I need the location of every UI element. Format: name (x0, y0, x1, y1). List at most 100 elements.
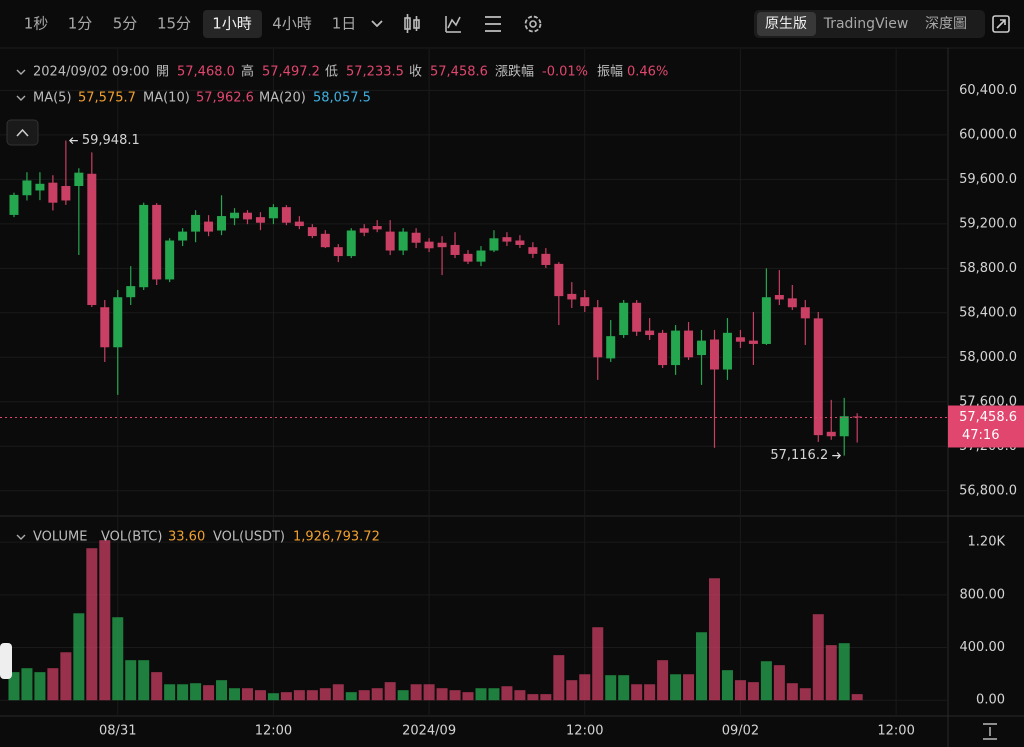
candle-body (774, 295, 784, 300)
axis-reset-icon[interactable] (983, 723, 997, 740)
volume-bar (449, 690, 461, 701)
ohlc-value: 57,468.0 (177, 65, 235, 80)
toolbar: 1秒 1分 5分 15分 1小時 4小時 1日 原生版 TradingView … (24, 10, 1010, 38)
candle-body (191, 214, 201, 232)
candle-body (281, 207, 291, 223)
candle-body (554, 263, 564, 297)
view-tab[interactable]: 深度圖 (925, 16, 967, 32)
ohlc-label: 開 (156, 65, 169, 80)
volume-label: VOL(BTC) (101, 530, 162, 545)
candle-body (463, 253, 473, 262)
volume-bar (125, 660, 137, 701)
volume-tick-label: 400.00 (960, 640, 1006, 655)
candle-body (632, 302, 642, 332)
volume-bar (579, 674, 591, 701)
candle-body (152, 204, 162, 280)
volume-tick-label: 1.20K (968, 535, 1006, 550)
y-tick-label: 56,800.0 (959, 483, 1017, 498)
collapse-icon[interactable] (16, 69, 26, 75)
interval[interactable]: 1日 (332, 15, 357, 33)
y-tick-label: 59,600.0 (959, 172, 1017, 187)
volume-bar (371, 688, 383, 701)
volume-bar (280, 692, 292, 701)
gear-icon[interactable] (524, 15, 542, 33)
candle-body (113, 297, 123, 348)
x-tick-label: 2024/09 (402, 724, 456, 739)
volume-bar (8, 672, 20, 701)
y-tick-label: 60,400.0 (959, 83, 1017, 98)
volume-bar (825, 645, 837, 701)
interval[interactable]: 1秒 (24, 15, 49, 33)
view-tab[interactable]: TradingView (823, 16, 909, 32)
x-tick-label: 08/31 (99, 724, 136, 739)
interval[interactable]: 1分 (68, 15, 93, 33)
candle-body (606, 336, 616, 359)
interval[interactable]: 15分 (157, 15, 191, 33)
interval-selected[interactable]: 1小時 (212, 15, 252, 33)
candle-body (359, 228, 369, 233)
y-tick-label: 58,000.0 (959, 350, 1017, 365)
indicator-icon[interactable] (445, 16, 461, 33)
fullscreen-icon[interactable] (992, 15, 1010, 33)
volume-bar (229, 688, 241, 701)
more-intervals[interactable] (371, 20, 383, 28)
chart-area: 08/31 12:00 2024/09 12:00 09/02 12:00 56,800.0… (0, 48, 1024, 747)
candle-body (385, 231, 395, 251)
volume-bar (799, 688, 811, 701)
candle-body (489, 238, 499, 251)
candle-body (800, 307, 810, 319)
candle-body (697, 340, 707, 356)
volume-bar (410, 684, 422, 701)
candle-body (22, 180, 32, 196)
volume-title: VOLUME (33, 530, 87, 545)
candle-body (580, 297, 590, 307)
candle-body (165, 240, 175, 280)
collapse-button[interactable] (6, 119, 39, 146)
candle-body (684, 330, 694, 358)
candle-body (204, 221, 214, 232)
collapse-icon[interactable] (16, 95, 26, 101)
ma-value: 57,575.7 (78, 91, 136, 106)
volume-bar (683, 674, 695, 701)
x-tick-label: 12:00 (566, 724, 603, 739)
y-tick-label: 59,200.0 (959, 216, 1017, 231)
volume-bar (397, 690, 409, 701)
settings-list-icon[interactable] (485, 16, 501, 32)
candle-body (424, 241, 434, 249)
x-tick-label: 12:00 (255, 724, 292, 739)
volume-label: VOL(USDT) (213, 530, 285, 545)
candle-type-icon[interactable] (404, 14, 420, 33)
volume-bar (293, 690, 305, 701)
ohlc-label: 收 (409, 65, 422, 80)
ohlc-label: 低 (325, 65, 338, 80)
candle-body (852, 416, 862, 418)
candle-body (255, 217, 265, 223)
candle-body (268, 207, 278, 219)
interval[interactable]: 5分 (113, 15, 138, 33)
scroll-handle[interactable] (0, 643, 12, 679)
candle-body (398, 231, 408, 251)
candle-body (709, 339, 719, 370)
candle-body (722, 332, 732, 370)
volume-bar (618, 675, 630, 701)
volume-bar (721, 670, 733, 701)
interval[interactable]: 4小時 (272, 15, 312, 33)
volume-bar (190, 683, 202, 701)
candle-body (515, 240, 525, 245)
volume-bar (657, 660, 669, 701)
collapse-icon[interactable] (16, 534, 26, 540)
candle-body (502, 237, 512, 242)
volume-bar (527, 694, 539, 701)
selected-interval-bg (203, 10, 262, 38)
candle-body (242, 212, 252, 220)
candle-body (645, 330, 655, 336)
candle-body (217, 216, 227, 231)
candle-body (9, 194, 19, 215)
candle-body (437, 242, 447, 248)
volume-bar (151, 672, 163, 701)
x-tick-label: 12:00 (877, 724, 914, 739)
candle-body (61, 186, 71, 201)
view-tab[interactable]: 原生版 (765, 16, 807, 32)
ma-value: 58,057.5 (313, 91, 371, 106)
volume-bar (267, 693, 279, 701)
